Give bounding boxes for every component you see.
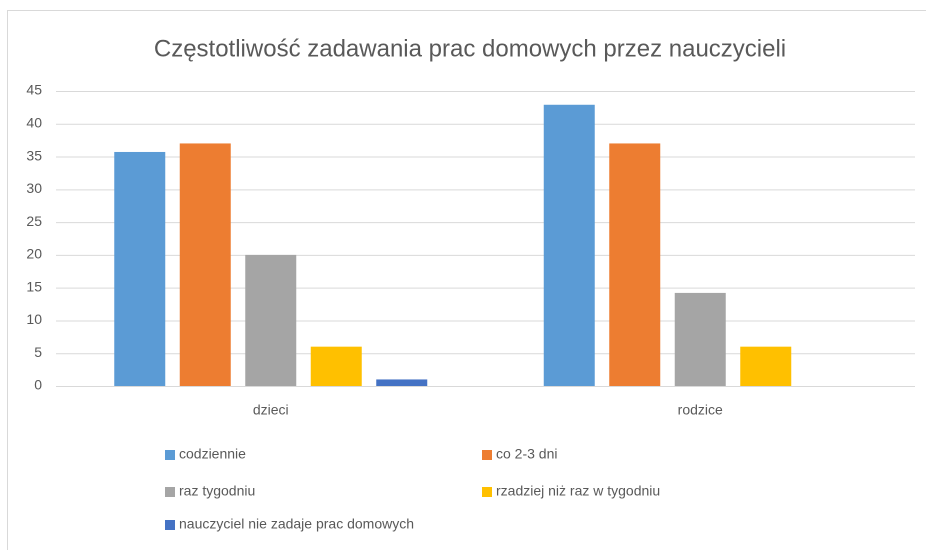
bar <box>740 346 792 386</box>
bar <box>310 346 362 386</box>
legend-label: codziennie <box>179 446 246 462</box>
y-tick-label: 15 <box>26 278 42 294</box>
bar <box>609 143 661 386</box>
legend-label: rzadziej niż raz w tygodniu <box>496 483 660 499</box>
bar <box>114 151 166 386</box>
y-tick-label: 5 <box>34 344 42 360</box>
bar <box>674 292 726 386</box>
chart-title: Częstotliwość zadawania prac domowych pr… <box>154 35 786 62</box>
bar <box>543 104 595 387</box>
x-tick-label: rodzice <box>678 402 723 418</box>
y-tick-label: 20 <box>26 246 42 262</box>
legend-swatch <box>482 450 492 460</box>
legend-swatch <box>482 487 492 497</box>
legend-label: co 2-3 dni <box>496 446 557 462</box>
legend-swatch <box>165 520 175 530</box>
bar <box>376 379 428 386</box>
bar <box>245 254 297 386</box>
y-tick-label: 30 <box>26 180 42 196</box>
y-tick-label: 0 <box>34 377 42 393</box>
legend-swatch <box>165 487 175 497</box>
legend-label: nauczyciel nie zadaje prac domowych <box>179 516 414 532</box>
y-tick-label: 25 <box>26 213 42 229</box>
y-tick-label: 10 <box>26 311 42 327</box>
x-tick-label: dzieci <box>253 402 289 418</box>
legend-swatch <box>165 450 175 460</box>
legend-label: raz tygodniu <box>179 483 255 499</box>
bar <box>179 143 231 386</box>
y-tick-label: 45 <box>26 82 42 98</box>
y-tick-label: 35 <box>26 147 42 163</box>
y-tick-label: 40 <box>26 114 42 130</box>
